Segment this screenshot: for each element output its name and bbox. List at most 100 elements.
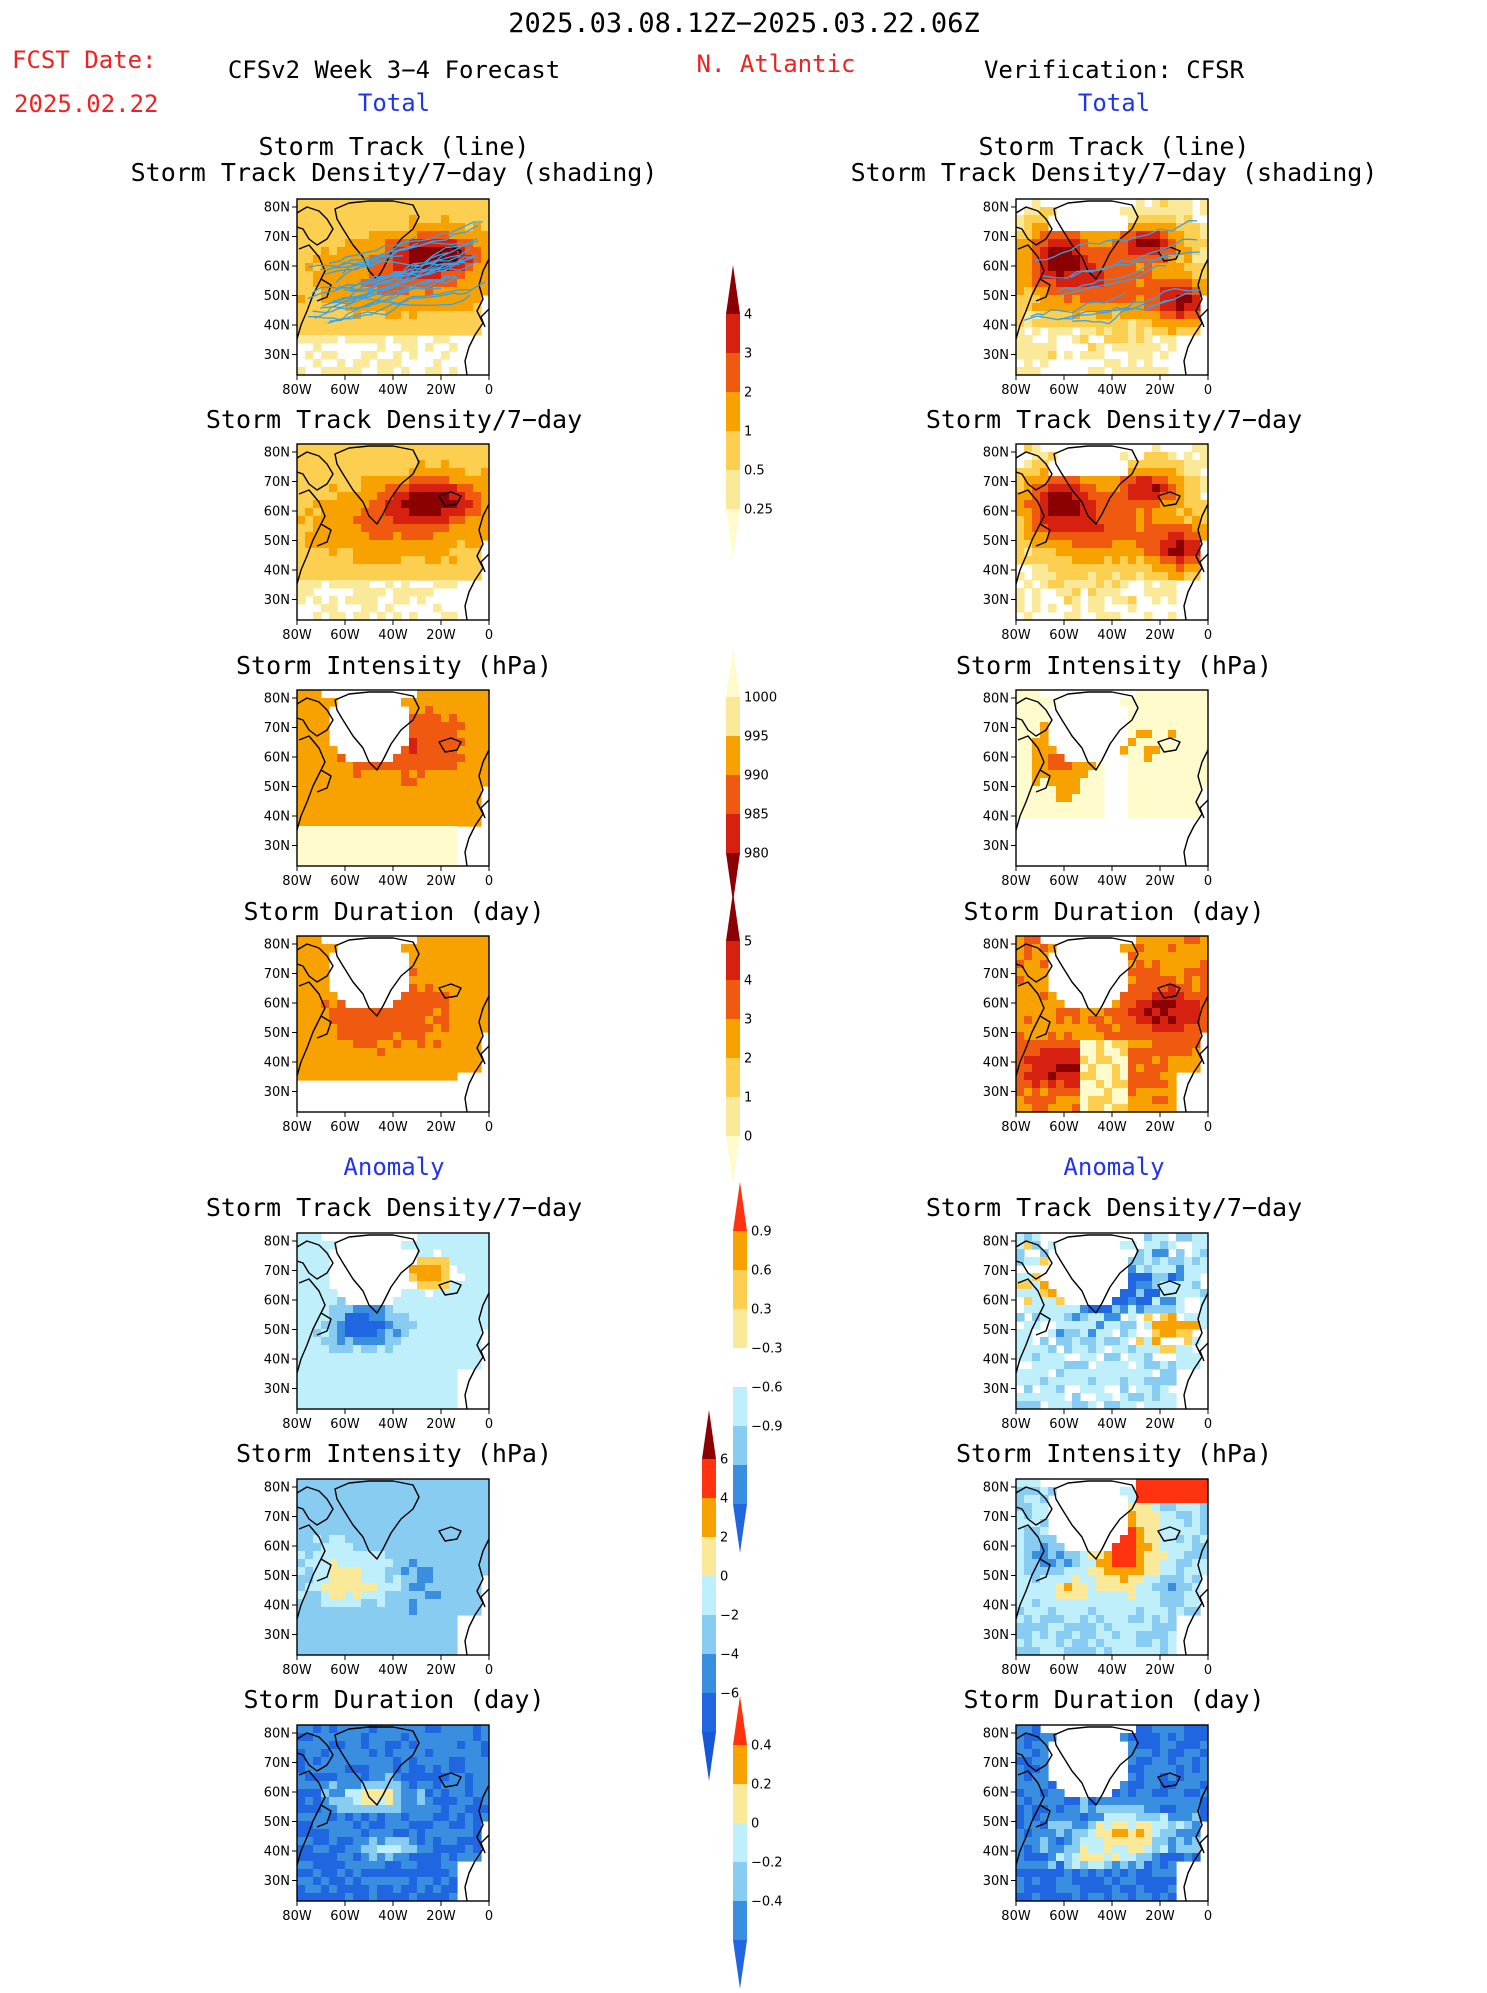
grid-cell	[337, 287, 346, 296]
grid-cell	[457, 207, 466, 216]
grid-cell	[1048, 1575, 1057, 1584]
grid-cell	[417, 564, 426, 573]
grid-cell	[417, 199, 426, 208]
lon-tick-label: 20W	[426, 628, 456, 643]
grid-cell	[329, 311, 338, 320]
grid-cell	[1152, 1000, 1161, 1009]
grid-cell	[361, 1305, 370, 1314]
grid-cell	[345, 1575, 354, 1584]
grid-cell	[1136, 810, 1145, 819]
grid-cell	[1184, 770, 1193, 779]
grid-cell	[1136, 1265, 1145, 1274]
grid-cell	[1136, 367, 1145, 375]
grid-cell	[1128, 698, 1137, 707]
grid-cell	[321, 1567, 330, 1576]
grid-cell	[409, 1265, 418, 1274]
grid-cell	[1104, 564, 1113, 573]
grid-cell	[1184, 1591, 1193, 1600]
grid-cell	[1176, 960, 1185, 969]
grid-cell	[1016, 698, 1025, 707]
grid-cell	[1048, 1615, 1057, 1624]
grid-cell	[1040, 1495, 1049, 1504]
grid-cell	[385, 263, 394, 272]
grid-cell	[449, 279, 458, 288]
grid-cell	[1176, 944, 1185, 953]
grid-cell	[377, 239, 386, 248]
grid-cell	[297, 1321, 306, 1330]
grid-cell	[1088, 1080, 1097, 1089]
grid-cell	[1184, 223, 1193, 232]
grid-cell	[1104, 239, 1113, 248]
grid-cell	[1072, 810, 1081, 819]
grid-cell	[1040, 540, 1049, 549]
grid-cell	[1080, 786, 1089, 795]
grid-cell	[385, 287, 394, 296]
grid-cell	[313, 484, 322, 493]
grid-cell	[353, 444, 362, 453]
grid-cell	[1016, 1575, 1025, 1584]
grid-cell	[361, 1361, 370, 1370]
track-line-title-left-1: Storm Track (line)	[258, 132, 530, 161]
grid-cell	[1032, 596, 1041, 605]
grid-cell	[1056, 247, 1065, 256]
grid-cell	[1048, 572, 1057, 581]
grid-cell	[1064, 548, 1073, 557]
lon-tick-label: 80W	[282, 1120, 312, 1135]
grid-cell	[473, 1313, 482, 1322]
grid-cell	[1120, 698, 1129, 707]
grid-cell	[1176, 976, 1185, 985]
grid-cell	[449, 1575, 458, 1584]
grid-cell	[1064, 762, 1073, 771]
grid-cell	[297, 1647, 306, 1655]
grid-cell	[353, 818, 362, 827]
anomaly-label-right: Anomaly	[1063, 1153, 1165, 1181]
grid-cell	[1040, 1008, 1049, 1017]
grid-cell	[457, 722, 466, 731]
grid-cell	[329, 1297, 338, 1306]
grid-cell	[1088, 1072, 1097, 1081]
grid-cell	[393, 762, 402, 771]
grid-cell	[321, 1377, 330, 1386]
grid-cell	[1192, 279, 1201, 288]
grid-cell	[329, 1575, 338, 1584]
grid-cell	[1016, 1551, 1025, 1560]
grid-cell	[1112, 1072, 1121, 1081]
grid-cell	[473, 524, 482, 533]
grid-cell	[449, 572, 458, 581]
grid-cell	[1152, 343, 1161, 352]
grid-cell	[465, 1265, 474, 1274]
grid-cell	[1192, 952, 1201, 961]
fcst-date-value: 2025.02.22	[14, 90, 159, 118]
grid-cell	[385, 1559, 394, 1568]
grid-cell	[345, 762, 354, 771]
grid-cell	[353, 770, 362, 779]
grid-cell	[337, 359, 346, 368]
grid-cell	[401, 746, 410, 755]
grid-cell	[321, 1032, 330, 1041]
grid-cell	[449, 984, 458, 993]
grid-cell	[417, 532, 426, 541]
grid-cell	[1080, 770, 1089, 779]
grid-cell	[417, 1599, 426, 1608]
grid-cell	[1144, 327, 1153, 336]
grid-cell	[1072, 1056, 1081, 1065]
grid-cell	[457, 936, 466, 945]
grid-cell	[321, 508, 330, 517]
grid-cell	[1176, 1479, 1185, 1488]
grid-cell	[305, 1401, 314, 1409]
grid-cell	[1088, 1607, 1097, 1616]
grid-cell	[417, 1535, 426, 1544]
grid-cell	[449, 1337, 458, 1346]
grid-cell	[481, 960, 489, 969]
grid-cell	[1144, 1233, 1153, 1242]
grid-cell	[345, 335, 354, 344]
grid-cell	[1128, 1575, 1137, 1584]
grid-cell	[401, 1064, 410, 1073]
lat-tick-label: 60N	[264, 1294, 290, 1309]
grid-cell	[377, 359, 386, 368]
grid-cell	[1064, 484, 1073, 493]
grid-cell	[441, 1599, 450, 1608]
grid-cell	[1016, 335, 1025, 344]
grid-cell	[393, 858, 402, 866]
grid-cell	[1192, 223, 1201, 232]
